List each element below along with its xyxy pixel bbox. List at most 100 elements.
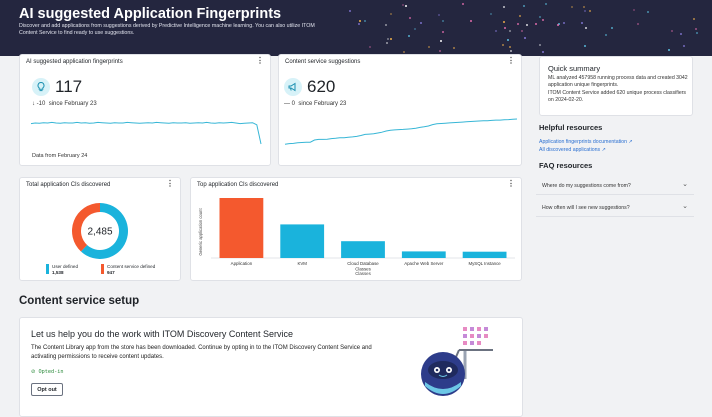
opted-in-label: Opted-in xyxy=(38,369,64,375)
star-decoration xyxy=(605,33,608,36)
star-decoration xyxy=(384,24,387,27)
star-decoration xyxy=(680,32,683,35)
donut-slice-user-defined[interactable] xyxy=(80,203,128,259)
chevron-down-icon[interactable]: ⌄ xyxy=(682,203,688,210)
star-decoration xyxy=(389,38,392,41)
star-decoration xyxy=(438,49,441,52)
star-decoration xyxy=(584,45,587,48)
star-decoration xyxy=(584,26,587,29)
x-tick-label: Classes xyxy=(355,267,371,272)
lightbulb-icon xyxy=(32,78,50,96)
star-decoration xyxy=(386,41,389,44)
star-decoration xyxy=(521,30,524,33)
star-decoration xyxy=(387,38,390,41)
star-decoration xyxy=(588,9,591,12)
star-decoration xyxy=(502,20,505,23)
link-fingerprints-docs[interactable]: Application fingerprints documentation ↗ xyxy=(539,139,633,145)
opted-in-status: ⊘ Opted-in xyxy=(31,369,63,375)
fingerprints-delta-value: -10 xyxy=(36,101,46,107)
total-cis-card: Total application CIs discovered ⋮ 2,485… xyxy=(19,177,181,281)
link-all-discovered-apps[interactable]: All discovered applications ↗ xyxy=(539,147,606,153)
star-decoration xyxy=(563,22,566,25)
fingerprints-card-menu-icon[interactable]: ⋮ xyxy=(256,56,264,65)
star-decoration xyxy=(670,30,673,33)
bar-cloud-database-classes[interactable] xyxy=(341,241,385,258)
bar-application[interactable] xyxy=(219,198,264,258)
star-decoration xyxy=(403,51,406,54)
legend-swatch xyxy=(46,264,49,274)
top-cis-menu-icon[interactable]: ⋮ xyxy=(507,179,515,188)
star-decoration xyxy=(462,3,465,6)
content-suggestions-card: Content service suggestions ⋮ 620 — 0 si… xyxy=(278,54,522,166)
faq-item[interactable]: Where do my suggestions come from? ⌄ xyxy=(536,177,694,195)
star-decoration xyxy=(405,4,408,7)
top-cis-card: Top application CIs discovered ⋮ Applica… xyxy=(190,177,522,281)
x-tick-label: Application xyxy=(231,261,253,266)
star-decoration xyxy=(470,19,473,22)
star-decoration xyxy=(558,22,561,25)
x-axis-label: Classes xyxy=(355,271,371,276)
star-decoration xyxy=(503,27,506,30)
content-service-setup-title: Content service setup xyxy=(19,295,140,307)
star-decoration xyxy=(695,27,697,30)
star-decoration xyxy=(525,24,528,27)
star-decoration xyxy=(581,21,584,24)
dash-icon: — xyxy=(284,101,290,107)
bar-apache-web-server[interactable] xyxy=(401,251,446,258)
faq-item[interactable]: How often will I see new suggestions? ⌄ xyxy=(536,199,694,217)
fingerprints-delta: ↓ -10 since February 23 xyxy=(32,101,97,107)
star-decoration xyxy=(359,20,362,23)
star-decoration xyxy=(349,9,352,12)
fingerprints-trend-line xyxy=(30,121,262,145)
star-decoration xyxy=(583,5,586,8)
y-axis-label: Generic application count xyxy=(198,208,203,256)
x-tick-label: Apache Web Server xyxy=(404,261,444,266)
faq-question[interactable]: Where do my suggestions come from? xyxy=(542,183,631,189)
bar-mysql-instance[interactable] xyxy=(462,251,507,258)
opt-out-button[interactable]: Opt out xyxy=(31,383,63,396)
star-decoration xyxy=(502,5,505,8)
content-service-setup-card: Let us help you do the work with ITOM Di… xyxy=(19,317,523,417)
page-subtitle: Discover and add applications from sugge… xyxy=(19,23,315,37)
total-cis-donut: 2,485 xyxy=(72,203,128,259)
x-tick-label: Cloud Database xyxy=(347,261,379,266)
chevron-down-icon[interactable]: ⌄ xyxy=(682,181,688,188)
star-decoration xyxy=(570,6,573,9)
total-cis-title: Total application CIs discovered xyxy=(26,182,111,188)
faq-question[interactable]: How often will I see new suggestions? xyxy=(542,205,630,211)
content-suggestions-menu-icon[interactable]: ⋮ xyxy=(507,56,515,65)
total-cis-menu-icon[interactable]: ⋮ xyxy=(166,179,174,188)
fingerprints-delta-since: since February 23 xyxy=(48,101,97,107)
fingerprints-card: AI suggested application fingerprints ⋮ … xyxy=(19,54,271,166)
star-decoration xyxy=(440,40,443,43)
link-all-apps-label[interactable]: All discovered applications xyxy=(539,147,601,153)
star-decoration xyxy=(610,26,613,29)
legend-value: 1,538 xyxy=(52,269,64,275)
top-cis-bar-chart: Application KVM Cloud DatabaseClassesApach… xyxy=(198,198,515,276)
star-decoration xyxy=(507,38,510,41)
arrow-down-icon: ↓ xyxy=(32,101,35,107)
setup-heading: Let us help you do the work with ITOM Di… xyxy=(31,329,293,339)
star-decoration xyxy=(502,43,505,46)
star-decoration xyxy=(538,43,541,46)
bar-kvm[interactable] xyxy=(280,224,325,258)
star-decoration xyxy=(509,50,512,53)
star-decoration xyxy=(363,19,366,22)
donut-slice-content-service-defined[interactable] xyxy=(72,203,100,252)
content-suggestions-delta-since: since February 23 xyxy=(298,101,347,107)
fingerprints-card-title: AI suggested application fingerprints xyxy=(26,59,123,65)
x-tick-label: KVM xyxy=(297,261,307,266)
star-decoration xyxy=(545,3,548,6)
quick-summary-line-2: ITOM Content Service added 620 unique pr… xyxy=(548,90,687,103)
star-decoration xyxy=(522,4,525,7)
star-decoration xyxy=(508,45,511,48)
star-decoration xyxy=(419,21,422,24)
link-fingerprints-docs-label[interactable]: Application fingerprints documentation xyxy=(539,139,627,145)
quick-summary-title: Quick summary xyxy=(548,64,601,73)
star-decoration xyxy=(632,8,635,11)
page-title: AI suggested Application Fingerprints xyxy=(19,6,282,22)
quick-summary-card: Quick summary ML analyzed 457958 running… xyxy=(539,56,693,116)
star-decoration xyxy=(647,10,650,13)
content-suggestions-count: 620 xyxy=(307,77,336,96)
legend-value: 947 xyxy=(107,269,115,275)
